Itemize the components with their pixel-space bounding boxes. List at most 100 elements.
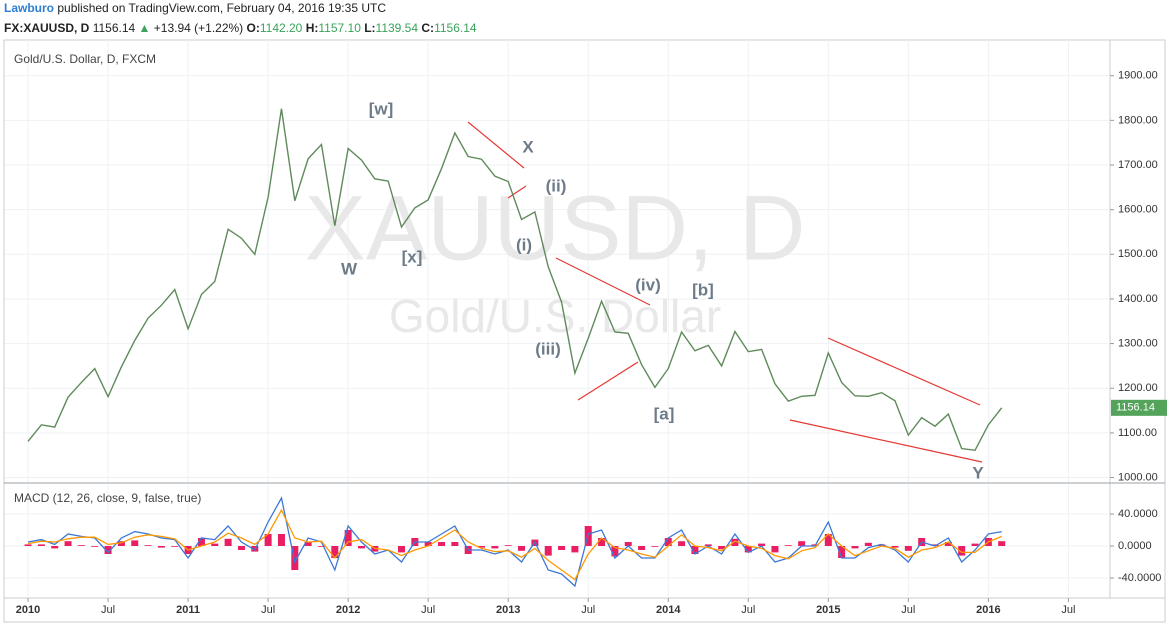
high-label: H: <box>305 21 319 35</box>
histogram-bar <box>864 542 872 546</box>
trend-line <box>827 337 981 406</box>
y-tick-label: 0.0000 <box>1118 540 1152 552</box>
wave-label: (iv) <box>635 275 661 294</box>
wave-label: (iii) <box>535 339 561 358</box>
histogram-bar <box>611 546 619 557</box>
x-tick-label: 2014 <box>656 604 681 616</box>
y-tick-label: 1000.00 <box>1118 471 1158 483</box>
up-arrow: ▲ <box>138 21 151 35</box>
histogram-bar <box>451 542 459 546</box>
wave-label: [a] <box>654 404 675 423</box>
x-tick-label: 2015 <box>816 604 840 616</box>
histogram-bar <box>291 546 299 570</box>
low-label: L: <box>364 21 376 35</box>
price: 1156.14 <box>92 21 136 35</box>
y-tick-label: 1200.00 <box>1118 382 1158 394</box>
macd-line <box>27 496 1002 588</box>
wave-label: Y <box>972 463 984 482</box>
histogram-bar <box>558 546 566 550</box>
histogram-bar <box>998 541 1006 546</box>
symbol: FX:XAUUSD, D <box>4 21 90 35</box>
watermark-subtitle: Gold/U.S. Dollar <box>389 290 721 342</box>
histogram-bar <box>718 546 726 550</box>
histogram-bar <box>24 544 32 546</box>
histogram-bar <box>704 544 712 546</box>
open-label: O: <box>246 21 260 35</box>
y-tick-label: 1600.00 <box>1118 204 1158 216</box>
trend-lines <box>467 121 983 463</box>
y-tick-label: 40.0000 <box>1118 508 1158 520</box>
x-tick-label: 2013 <box>496 604 520 616</box>
change: +13.94 (+1.22%) <box>153 21 244 35</box>
signal-line <box>27 508 1002 581</box>
histogram-bar <box>317 546 325 547</box>
histogram-bar <box>157 546 165 548</box>
trend-line <box>555 257 651 306</box>
low: 1139.54 <box>375 21 419 35</box>
histogram-bar <box>971 543 979 546</box>
y-tick-label: 1500.00 <box>1118 248 1158 260</box>
last-value-box <box>1111 399 1167 416</box>
wave-label: [x] <box>402 247 423 266</box>
macd-title: MACD (12, 26, close, 9, false, true) <box>14 491 201 505</box>
histogram-bar <box>851 546 859 549</box>
histogram-bar <box>624 542 632 546</box>
histogram-bar <box>478 546 486 548</box>
wave-label: [w] <box>369 99 394 118</box>
histogram-bar <box>264 534 272 546</box>
x-tick-label: Jul <box>901 604 915 616</box>
histogram-bar <box>224 538 232 546</box>
open: 1142.20 <box>259 21 303 35</box>
histogram-bar <box>131 540 139 546</box>
histogram-bar <box>37 544 45 546</box>
histogram-bar <box>878 544 886 546</box>
published: published on TradingView.com, February 0… <box>57 1 386 15</box>
histogram-bar <box>91 546 99 547</box>
histogram-bar <box>331 546 339 558</box>
header-line: FX:XAUUSD, D 1156.14 ▲ +13.94 (+1.22%) O… <box>4 20 477 36</box>
histogram-bar <box>211 543 219 546</box>
histogram-bar <box>784 545 792 546</box>
histogram-bar <box>891 546 899 548</box>
y-tick-label: 1300.00 <box>1118 338 1158 350</box>
y-tick-label: 1800.00 <box>1118 114 1158 126</box>
x-tick-label: 2016 <box>976 604 1000 616</box>
watermark: XAUUSD, D <box>305 177 806 279</box>
trend-line <box>577 361 639 401</box>
histogram-bar <box>117 541 125 546</box>
x-tick-label: 2011 <box>176 604 200 616</box>
wave-label: (ii) <box>546 176 567 195</box>
histogram-bar <box>678 541 686 546</box>
x-tick-label: 2012 <box>336 604 360 616</box>
x-tick-label: Jul <box>581 604 595 616</box>
histogram-bar <box>518 546 526 551</box>
histogram-bar <box>491 546 499 549</box>
x-tick-label: Jul <box>261 604 275 616</box>
y-tick-label: 1700.00 <box>1118 159 1158 171</box>
histogram-bar <box>798 541 806 546</box>
histogram-bar <box>398 546 406 553</box>
wave-label: (i) <box>516 235 532 254</box>
histogram-bar <box>64 541 72 546</box>
y-tick-label: 1100.00 <box>1118 427 1157 439</box>
high: 1157.10 <box>318 21 361 35</box>
y-tick-label: 1400.00 <box>1118 293 1158 305</box>
histogram-bar <box>357 546 365 549</box>
histogram-bar <box>544 546 552 556</box>
histogram-bar <box>51 546 59 549</box>
histogram-bar <box>944 542 952 546</box>
histogram-bar <box>958 546 966 556</box>
histogram-bar <box>744 546 752 553</box>
frame <box>3 39 1166 623</box>
histogram-bar <box>77 545 85 546</box>
y-tick-label: 1900.00 <box>1118 70 1158 82</box>
histogram-bar <box>104 546 112 554</box>
histogram-bar <box>304 542 312 546</box>
histogram-bar <box>424 542 432 546</box>
histogram-bar <box>277 534 285 546</box>
histogram-bar <box>838 546 846 558</box>
histogram-bar <box>758 543 766 546</box>
x-tick-label: Jul <box>101 604 115 616</box>
histogram-bar <box>144 545 152 546</box>
